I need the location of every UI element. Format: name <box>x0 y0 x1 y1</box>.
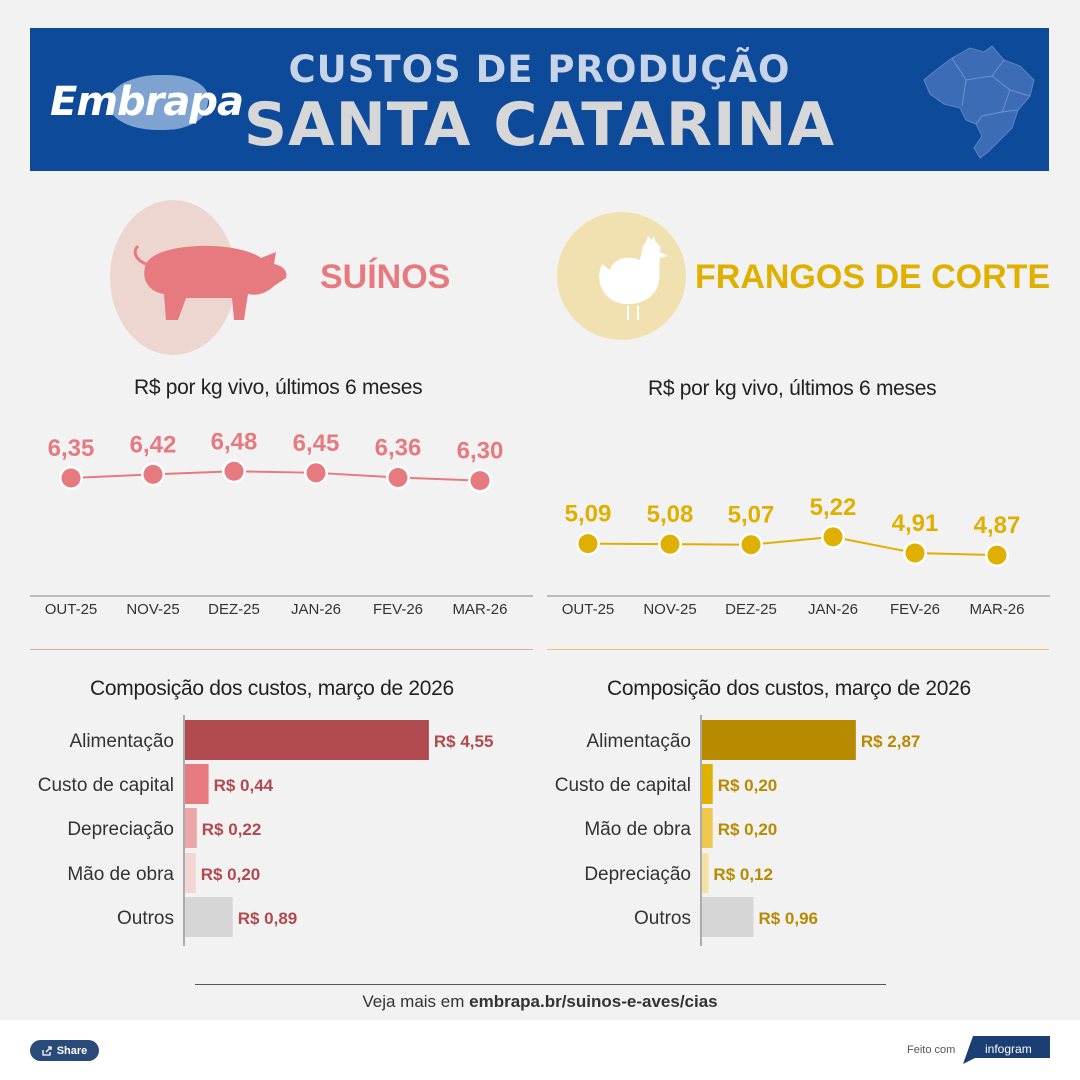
suinos-bar <box>185 808 197 848</box>
frangos-category-label: Custo de capital <box>555 775 691 796</box>
infogram-logo[interactable] <box>963 1036 1050 1064</box>
suinos-bar <box>185 897 233 937</box>
frangos-data-label: 4,87 <box>974 512 1021 539</box>
frangos-tick-label: JAN-26 <box>808 601 858 618</box>
suinos-point <box>388 468 408 487</box>
frangos-bar <box>702 853 709 893</box>
suinos-data-label: 6,45 <box>293 430 340 457</box>
frangos-point <box>823 527 843 547</box>
frangos-category-label: Alimentação <box>586 731 691 752</box>
suinos-bar-chart: Alimentação R$ 4,55 Custo de capital R$ 0,4… <box>38 715 494 946</box>
suinos-point <box>224 461 244 481</box>
chicken-icon <box>599 236 668 320</box>
logo-text: Embrapa <box>50 79 244 125</box>
suinos-data-label: 6,30 <box>457 438 504 465</box>
frangos-tick-label: MAR-26 <box>969 601 1024 618</box>
suinos-bar <box>185 853 196 893</box>
header-subtitle: CUSTOS DE PRODUÇÃO <box>288 48 791 91</box>
frangos-tick-label: DEZ-25 <box>725 601 777 618</box>
frangos-point <box>987 545 1007 565</box>
frangos-bar-chart: Alimentação R$ 2,87 Custo de capital R$ 0,2… <box>555 715 921 946</box>
suinos-tick-label: MAR-26 <box>452 601 507 618</box>
footer-text: Veja mais em embrapa.br/suinos-e-aves/ci… <box>0 992 1080 1012</box>
brazil-map-icon <box>923 45 1035 159</box>
suinos-tick-label: DEZ-25 <box>208 601 260 618</box>
share-label: Share <box>56 1044 88 1057</box>
suinos-category-label: Outros <box>117 908 174 929</box>
suinos-value-label: R$ 0,22 <box>202 820 262 839</box>
suinos-value-label: R$ 0,20 <box>201 865 261 884</box>
frangos-value-label: R$ 0,12 <box>713 865 773 884</box>
frangos-point <box>660 534 680 554</box>
suinos-divider <box>30 649 533 650</box>
frangos-value-label: R$ 0,20 <box>718 776 778 795</box>
frangos-data-label: 5,22 <box>810 494 857 521</box>
frangos-bar-subtitle: Composição dos custos, março de 2026 <box>607 677 971 700</box>
suinos-tick-label: FEV-26 <box>373 601 423 618</box>
frangos-data-label: 5,09 <box>565 501 612 528</box>
header-banner: Embrapa CUSTOS DE PRODUÇÃO SANTA CATARIN… <box>30 28 1049 171</box>
frangos-series-line <box>587 535 998 557</box>
frangos-category-label: Depreciação <box>584 864 691 885</box>
frangos-line-subtitle: R$ por kg vivo, últimos 6 meses <box>648 377 937 400</box>
suinos-line-chart: 6,35 OUT-25 6,42 NOV-25 6,48 DEZ-25 6,45 JAN-26… <box>30 428 533 618</box>
share-button[interactable]: Share <box>30 1040 99 1061</box>
frangos-value-label: R$ 0,20 <box>718 820 778 839</box>
suinos-tick-label: NOV-25 <box>126 601 179 618</box>
embrapa-logo: Embrapa <box>50 73 244 131</box>
suinos-value-label: R$ 4,55 <box>434 732 494 751</box>
suinos-value-label: R$ 0,89 <box>238 909 298 928</box>
bottom-bar <box>0 1020 1080 1080</box>
frangos-data-label: 5,08 <box>647 501 694 528</box>
frangos-value-label: R$ 2,87 <box>861 732 921 751</box>
frangos-title: FRANGOS DE CORTE <box>695 258 1051 296</box>
suinos-point <box>61 468 81 488</box>
suinos-bar <box>185 764 209 804</box>
frangos-divider <box>547 649 1049 650</box>
suinos-point <box>143 464 163 484</box>
frangos-point <box>905 543 925 563</box>
infogram-brand: infogram <box>985 1042 1032 1056</box>
pig-icon <box>133 244 287 320</box>
share-icon <box>42 1045 52 1056</box>
footer-prefix: Veja mais em <box>362 992 470 1011</box>
suinos-category-label: Alimentação <box>69 731 174 752</box>
frangos-data-label: 4,91 <box>892 510 939 537</box>
suinos-title: SUÍNOS <box>320 258 451 296</box>
suinos-bar-subtitle: Composição dos custos, março de 2026 <box>90 677 454 700</box>
frangos-tick-label: NOV-25 <box>643 601 696 618</box>
suinos-data-label: 6,48 <box>211 428 258 455</box>
suinos-category-label: Mão de obra <box>67 864 174 885</box>
header-title: SANTA CATARINA <box>243 90 836 160</box>
frangos-bar <box>702 897 754 937</box>
frangos-tick-label: FEV-26 <box>890 601 940 618</box>
frangos-category-label: Outros <box>634 908 691 929</box>
frangos-data-label: 5,07 <box>728 502 775 529</box>
suinos-data-label: 6,36 <box>375 435 422 462</box>
frangos-category-label: Mão de obra <box>584 819 691 840</box>
frangos-bar <box>702 808 713 848</box>
footer-divider <box>195 984 886 985</box>
suinos-category-label: Custo de capital <box>38 775 174 796</box>
suinos-category-label: Depreciação <box>67 819 174 840</box>
suinos-tick-label: OUT-25 <box>45 601 98 618</box>
suinos-point <box>470 471 490 491</box>
suinos-series-line <box>70 470 481 482</box>
suinos-point <box>306 463 326 483</box>
frangos-bar <box>702 720 856 760</box>
suinos-data-label: 6,35 <box>48 435 95 462</box>
made-with-text: Feito com <box>907 1044 956 1056</box>
frangos-point <box>741 535 761 555</box>
frangos-tick-label: OUT-25 <box>562 601 615 618</box>
suinos-bar <box>185 720 429 760</box>
frangos-bar <box>702 764 713 804</box>
suinos-line-subtitle: R$ por kg vivo, últimos 6 meses <box>134 376 423 399</box>
frangos-line-chart: 5,09 OUT-25 5,08 NOV-25 5,07 DEZ-25 5,22 JAN-26… <box>547 494 1050 618</box>
frangos-value-label: R$ 0,96 <box>758 909 818 928</box>
footer-link[interactable]: embrapa.br/suinos-e-aves/cias <box>469 992 718 1011</box>
suinos-data-label: 6,42 <box>130 431 177 458</box>
suinos-value-label: R$ 0,44 <box>214 776 274 795</box>
suinos-tick-label: JAN-26 <box>291 601 341 618</box>
frangos-point <box>578 534 598 554</box>
